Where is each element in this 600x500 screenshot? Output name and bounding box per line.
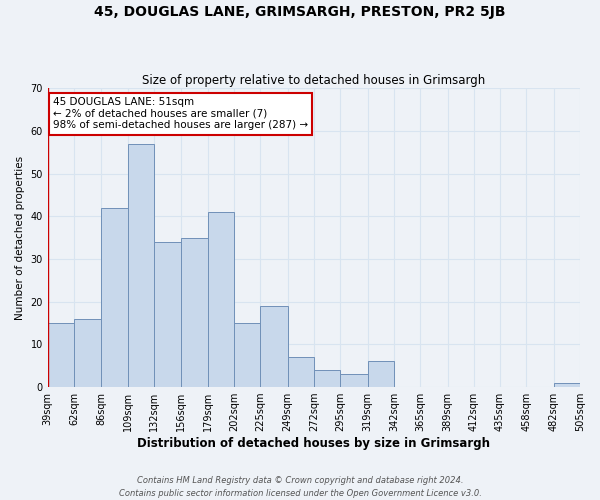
Text: 45 DOUGLAS LANE: 51sqm
← 2% of detached houses are smaller (7)
98% of semi-detac: 45 DOUGLAS LANE: 51sqm ← 2% of detached …	[53, 97, 308, 130]
Bar	[208, 212, 234, 387]
Bar	[101, 208, 128, 387]
Bar	[154, 242, 181, 387]
X-axis label: Distribution of detached houses by size in Grimsargh: Distribution of detached houses by size …	[137, 437, 490, 450]
Bar	[368, 362, 394, 387]
Bar	[260, 306, 287, 387]
Bar	[314, 370, 340, 387]
Bar	[340, 374, 368, 387]
Bar	[181, 238, 208, 387]
Bar	[554, 383, 580, 387]
Text: Contains HM Land Registry data © Crown copyright and database right 2024.
Contai: Contains HM Land Registry data © Crown c…	[119, 476, 481, 498]
Bar	[234, 323, 260, 387]
Text: 45, DOUGLAS LANE, GRIMSARGH, PRESTON, PR2 5JB: 45, DOUGLAS LANE, GRIMSARGH, PRESTON, PR…	[94, 5, 506, 19]
Bar	[74, 319, 101, 387]
Bar	[48, 323, 74, 387]
Bar	[287, 357, 314, 387]
Bar	[128, 144, 154, 387]
Title: Size of property relative to detached houses in Grimsargh: Size of property relative to detached ho…	[142, 74, 485, 87]
Y-axis label: Number of detached properties: Number of detached properties	[15, 156, 25, 320]
